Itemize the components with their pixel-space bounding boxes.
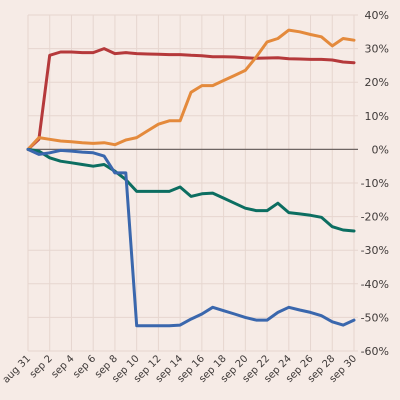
y-tick-label: 40% [365, 9, 389, 22]
y-tick-label: -40% [361, 278, 389, 291]
y-tick-label: -30% [361, 244, 389, 257]
series-line-3 [26, 147, 356, 233]
y-tick-label: 10% [365, 110, 389, 123]
series-line-4 [26, 147, 356, 328]
y-tick-label: 20% [365, 76, 389, 89]
y-axis-tick-labels: 40% 30% 20% 10% 0% -10% -20% -30% -40% -50% -60% [361, 9, 389, 358]
grid-lines [27, 14, 358, 352]
x-tick-label: sep 6 [71, 353, 98, 380]
y-tick-label: -20% [361, 211, 389, 224]
y-tick-label: -10% [361, 177, 389, 190]
series-lines [26, 28, 356, 328]
series-line-1 [26, 47, 356, 151]
y-tick-label: 30% [365, 43, 389, 56]
x-tick-label: sep 2 [28, 353, 55, 380]
x-tick-label: sep 4 [50, 353, 77, 380]
y-tick-label: 0% [372, 143, 389, 156]
y-tick-label: -50% [361, 311, 389, 324]
series-line-2 [26, 28, 356, 151]
y-tick-label: -60% [361, 345, 389, 358]
x-tick-label: aug 31 [1, 353, 33, 385]
